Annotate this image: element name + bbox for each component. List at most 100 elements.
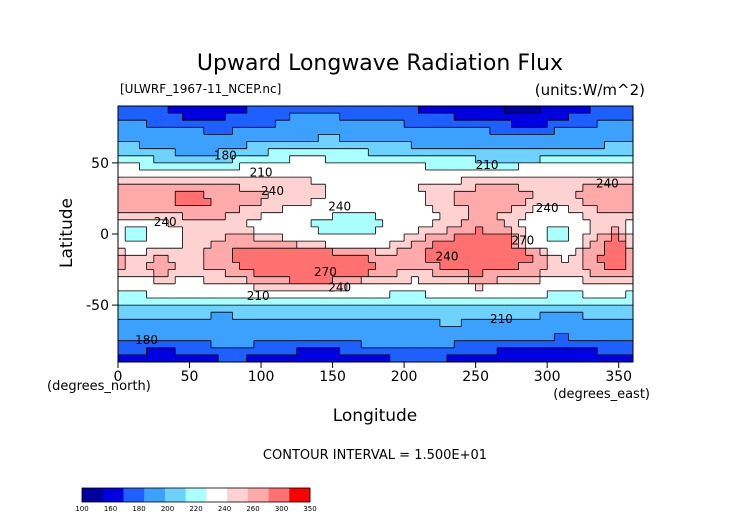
field-cell [604,191,613,200]
field-cell [497,155,505,164]
field-cell [461,148,470,157]
field-cell [525,262,534,271]
field-cell [332,276,341,285]
field-cell [575,319,584,328]
colorbar-swatch [123,488,145,502]
field-cell [411,120,420,128]
field-cell [525,226,534,235]
field-cell [404,148,412,157]
field-cell [289,155,298,164]
field-cell [432,177,441,185]
field-cell [454,340,462,349]
contour-label: 180 [214,148,237,162]
field-cell [175,106,183,114]
field-cell [389,276,398,285]
field-cell [346,120,355,128]
field-cell [332,177,341,185]
field-cell [461,205,470,214]
field-cell [590,305,598,313]
field-cell [160,248,169,256]
field-cell [182,212,191,221]
field-cell [604,234,613,242]
field-cell [346,326,355,335]
field-cell [396,170,405,178]
field-cell [389,205,398,214]
field-cell [582,148,591,157]
field-cell [511,134,520,143]
field-cell [461,283,470,292]
field-cell [225,283,234,292]
field-cell [289,106,298,114]
field-cell [132,226,141,235]
field-cell [604,177,613,185]
field-cell [597,290,605,299]
field-cell [497,283,505,292]
field-cell [540,184,548,192]
field-cell [118,340,126,349]
field-cell [311,354,319,362]
field-cell [160,162,169,171]
field-cell [625,298,633,306]
field-cell [511,234,520,242]
field-cell [447,319,455,328]
field-cell [425,155,434,164]
field-cell [389,241,398,249]
field-cell [296,127,305,136]
field-cell [146,134,155,143]
field-cell [153,290,162,299]
field-cell [168,269,176,278]
field-cell [189,191,198,200]
field-cell [597,120,605,128]
field-cell [275,170,284,178]
field-cell [275,205,284,214]
field-cell [454,312,462,320]
field-cell [125,305,133,313]
field-cell [189,312,198,320]
field-cell [447,113,455,121]
field-cell [611,290,620,299]
field-cell [225,106,234,114]
field-cell [461,354,470,362]
field-cell [189,120,198,128]
field-cell [568,312,577,320]
field-cell [268,212,276,221]
field-cell [475,106,484,114]
contour-label: 180 [135,333,158,347]
field-cell [382,262,391,271]
field-cell [361,326,369,335]
field-cell [454,212,462,221]
field-cell [232,155,241,164]
field-cell [568,219,577,228]
field-cell [189,226,198,235]
field-cell [261,155,269,164]
field-cell [597,262,605,271]
field-cell [497,333,505,342]
field-cell [518,106,527,114]
field-cell [432,141,441,150]
field-cell [346,148,355,157]
field-cell [225,170,234,178]
file-label: [ULWRF_1967-11_NCEP.nc] [120,82,281,96]
field-cell [160,305,169,313]
y-tick-label: 0 [100,227,109,243]
field-cell [253,283,262,292]
field-cell [361,269,369,278]
field-cell [325,198,334,207]
field-cell [296,333,305,342]
colorbar-tick-label: 180 [132,505,145,513]
field-cell [425,205,434,214]
field-cell [525,248,534,256]
field-cell [611,234,620,242]
field-cell [253,319,262,328]
field-cell [132,191,141,200]
field-cell [261,241,269,249]
field-cell [582,226,591,235]
field-cell [282,241,291,249]
field-cell [139,354,148,362]
field-cell [582,162,591,171]
field-cell [540,298,548,306]
field-cell [275,184,284,192]
field-cell [625,333,633,342]
field-cell [618,283,627,292]
field-cell [339,148,348,157]
